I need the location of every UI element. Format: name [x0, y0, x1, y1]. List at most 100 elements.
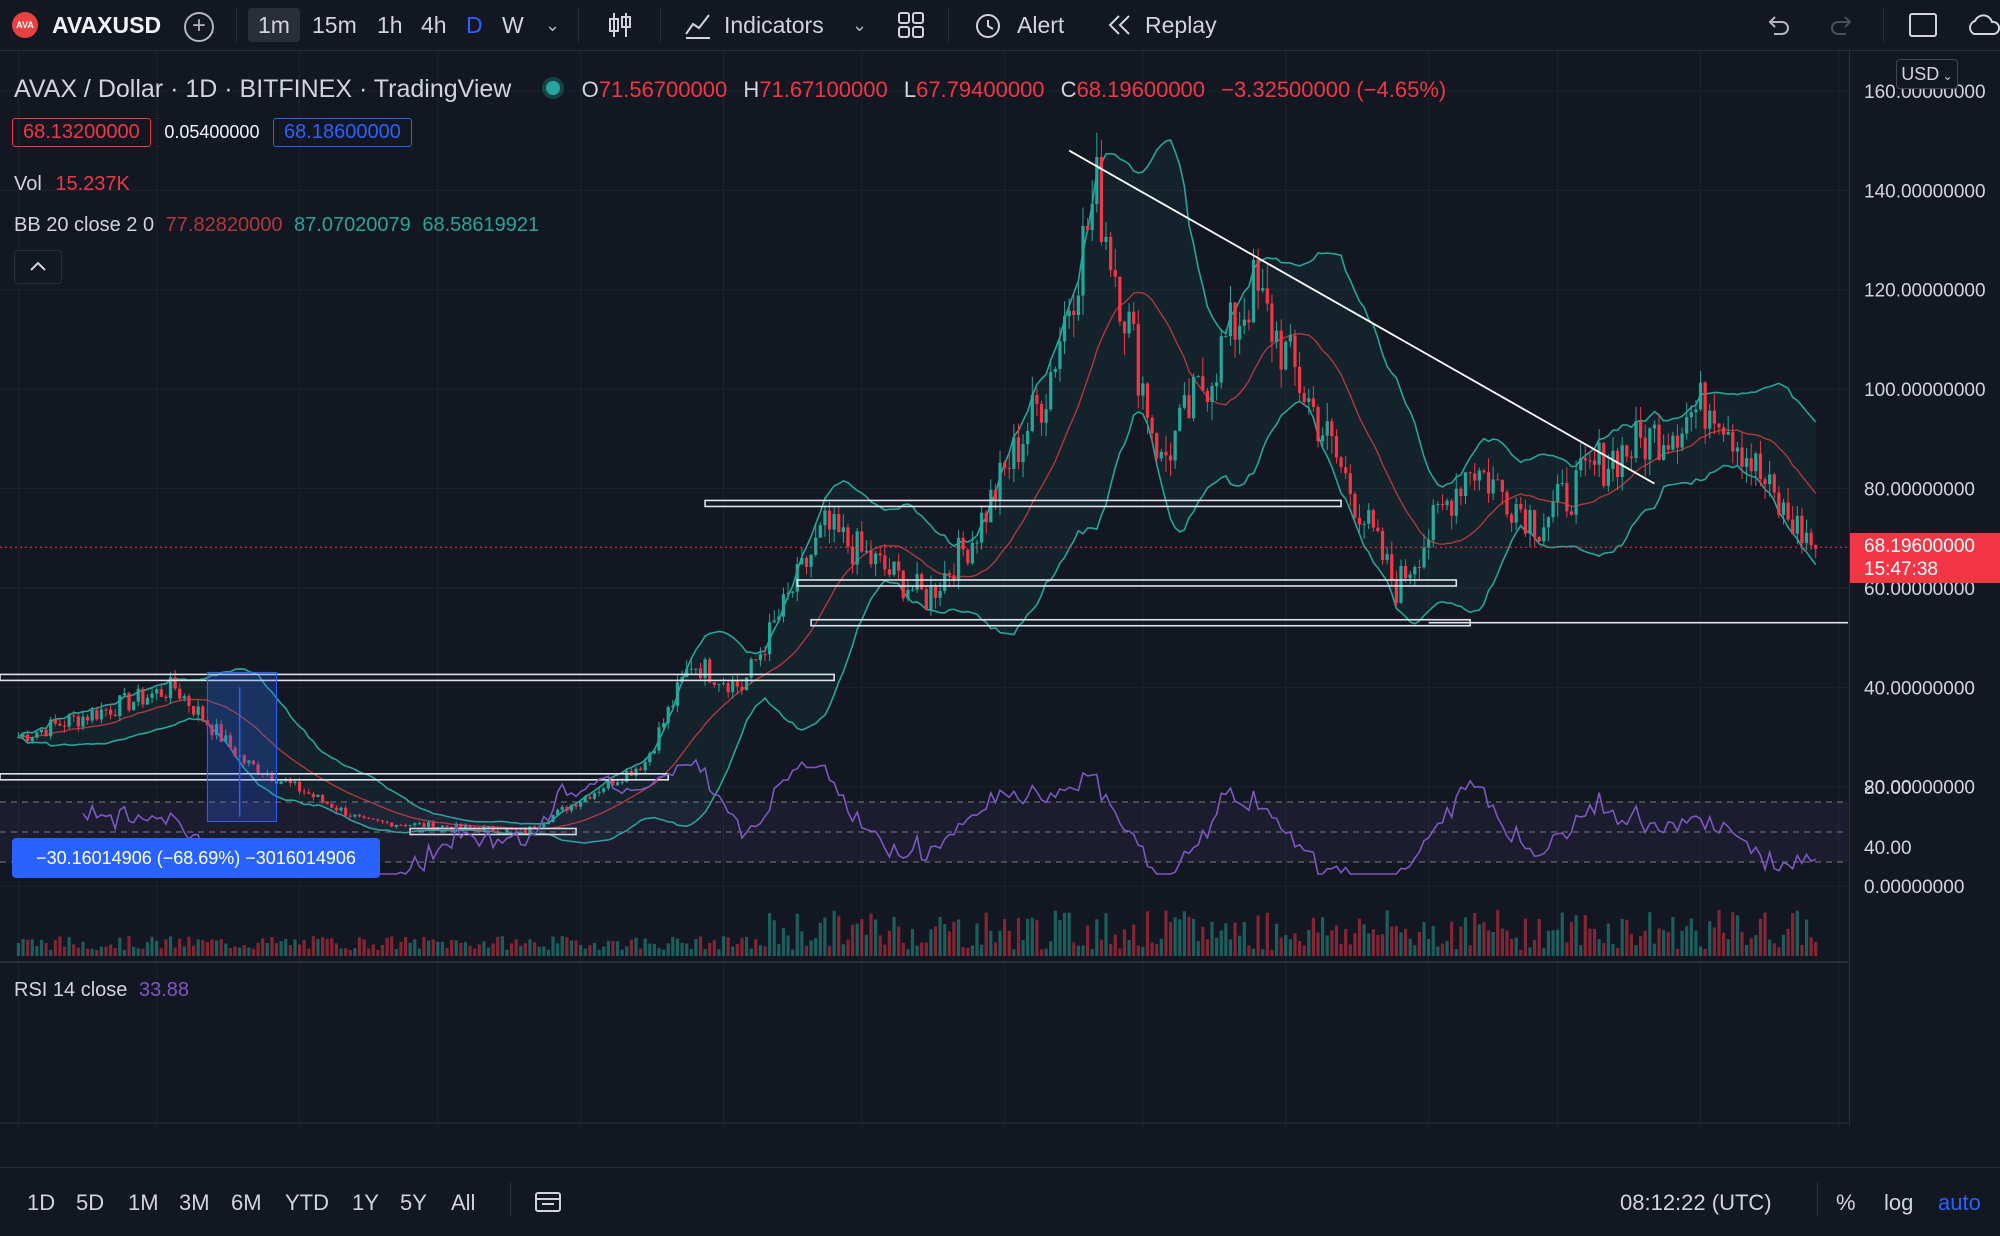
range-1d[interactable]: 1D: [27, 1190, 56, 1215]
ask-price-box[interactable]: 68.18600000: [273, 118, 412, 147]
indicators-dropdown-chevron-icon[interactable]: ⌄: [852, 15, 868, 35]
rsi-legend[interactable]: RSI 14 close 33.88: [14, 979, 189, 1002]
chart-type-candles-icon[interactable]: [605, 10, 635, 40]
indicators-icon[interactable]: [683, 10, 713, 40]
range-1m[interactable]: 1M: [128, 1190, 159, 1215]
volume-legend[interactable]: Vol 15.237K: [14, 173, 130, 196]
candle-body: [371, 818, 375, 820]
candle-body: [348, 815, 352, 817]
chart-pane[interactable]: AprMayJunJulAugSepOctNovDec2022FebMarApr…: [0, 51, 1848, 1126]
volume-bar: [376, 949, 380, 956]
candle-body: [1427, 540, 1431, 548]
volume-bar: [482, 941, 486, 956]
volume-bar: [689, 948, 693, 956]
volume-bar: [344, 948, 348, 956]
candle-body: [1648, 428, 1652, 460]
candle-body: [1132, 311, 1136, 324]
volume-bar: [929, 929, 933, 956]
price-axis[interactable]: 160.00000000 140.00000000 120.00000000 100.…: [1849, 51, 2000, 1126]
candle-body: [417, 823, 421, 825]
volume-bar: [800, 931, 804, 956]
replay-rewind-icon[interactable]: [1105, 11, 1133, 39]
volume-bar: [1440, 943, 1445, 956]
candle-body: [150, 693, 154, 698]
volume-bar: [265, 942, 269, 956]
volume-bar: [1251, 948, 1256, 956]
candle-body: [431, 822, 435, 830]
candle-body: [1044, 409, 1048, 423]
volume-bar: [367, 948, 371, 956]
bb-basis-value: 77.82820000: [165, 214, 283, 236]
interval-w[interactable]: W: [502, 12, 524, 38]
log-scale-toggle[interactable]: log: [1884, 1190, 1914, 1215]
ohlc-high: 71.67100000: [759, 77, 888, 102]
candle-body: [795, 564, 799, 592]
ohlc-low-label: L: [903, 77, 917, 102]
candle-body: [367, 817, 371, 819]
alert-clock-icon[interactable]: [973, 10, 1003, 40]
interval-1m[interactable]: 1m: [248, 8, 300, 42]
candle-body: [666, 707, 670, 724]
volume-bar: [1662, 930, 1666, 956]
volume-bar: [519, 945, 523, 956]
range-6m[interactable]: 6M: [231, 1190, 262, 1215]
range-5y[interactable]: 5Y: [400, 1190, 427, 1215]
interval-d[interactable]: D: [466, 12, 483, 38]
candle-body: [970, 542, 975, 564]
bid-price-box[interactable]: 68.13200000: [12, 118, 151, 147]
currency-selector[interactable]: USD ⌄: [1896, 59, 1958, 89]
candle-body: [1141, 383, 1145, 396]
redo-icon[interactable]: [1828, 12, 1856, 38]
volume-bar: [1367, 933, 1371, 956]
candle-body: [841, 527, 845, 533]
fullscreen-icon[interactable]: [1908, 12, 1938, 38]
bb-legend[interactable]: BB 20 close 2 0 77.82820000 87.07020079 …: [14, 214, 539, 237]
volume-bar: [1786, 928, 1790, 956]
compare-add-icon[interactable]: +: [184, 12, 214, 42]
volume-bar: [320, 937, 325, 956]
replay-button[interactable]: Replay: [1145, 12, 1217, 38]
range-ytd[interactable]: YTD: [285, 1190, 329, 1215]
candle-body: [1021, 444, 1025, 463]
range-1y[interactable]: 1Y: [352, 1190, 379, 1215]
layout-grid-icon[interactable]: [897, 11, 925, 39]
volume-bar: [1800, 944, 1804, 956]
candle-body: [1215, 382, 1219, 387]
alert-button[interactable]: Alert: [1017, 12, 1065, 38]
percent-scale-toggle[interactable]: %: [1836, 1190, 1856, 1215]
candlestick-chart[interactable]: AprMayJunJulAugSepOctNovDec2022FebMarApr…: [0, 51, 1848, 1126]
symbol-search-button[interactable]: AVAXUSD: [52, 12, 162, 38]
legend-collapse-button[interactable]: [14, 250, 62, 284]
volume-bar: [1293, 933, 1297, 956]
volume-bar: [413, 939, 417, 956]
indicators-button[interactable]: Indicators: [724, 12, 824, 38]
range-all[interactable]: All: [451, 1190, 476, 1215]
volume-bar: [1781, 934, 1786, 956]
bb-upper-line: [17, 138, 1817, 825]
interval-4h[interactable]: 4h: [421, 12, 447, 38]
interval-15m[interactable]: 15m: [312, 12, 357, 38]
interval-dropdown-chevron-icon[interactable]: ⌄: [545, 15, 561, 35]
candle-body: [975, 542, 979, 544]
measure-tooltip[interactable]: −30.16014906 (−68.69%) −3016014906: [12, 838, 380, 878]
candle-body: [228, 735, 233, 748]
cloud-save-icon[interactable]: [1966, 12, 2000, 38]
candle-body: [869, 550, 873, 565]
goto-date-calendar-icon[interactable]: [533, 1188, 563, 1214]
range-5d[interactable]: 5D: [76, 1190, 105, 1215]
volume-bar: [809, 940, 813, 956]
candle-body: [191, 706, 196, 715]
volume-bar: [1127, 940, 1131, 956]
symbol-title[interactable]: AVAX / Dollar · 1D · BITFINEX · TradingV…: [14, 75, 512, 103]
range-3m[interactable]: 3M: [179, 1190, 210, 1215]
undo-icon[interactable]: [1764, 12, 1792, 38]
candle-body: [394, 824, 398, 827]
interval-1h[interactable]: 1h: [377, 12, 403, 38]
volume-bar: [477, 944, 481, 956]
bb-lower-line: [18, 400, 1817, 844]
candle-body: [1081, 225, 1085, 296]
candle-body: [1800, 515, 1804, 544]
utc-clock[interactable]: 08:12:22 (UTC): [1620, 1190, 1772, 1215]
auto-scale-toggle[interactable]: auto: [1938, 1190, 1981, 1215]
volume-bar: [1344, 929, 1348, 956]
